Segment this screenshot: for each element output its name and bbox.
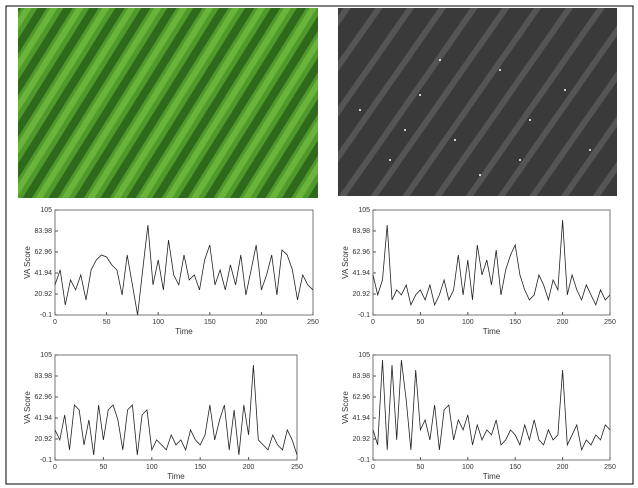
x-tick-label: 150 (509, 464, 521, 471)
y-axis-label: VA Score (23, 391, 32, 424)
x-tick-label: 250 (307, 319, 319, 326)
x-tick-label: 250 (604, 464, 616, 471)
y-tick-label: 20.92 (352, 291, 370, 298)
x-tick-label: 150 (509, 319, 521, 326)
x-tick-label: 0 (371, 464, 375, 471)
y-tick-label: -0.1 (40, 457, 52, 464)
charts: -0.1 20.92 41.94 62.96 83.98 105 0 50 100 150 200 2… (23, 207, 616, 481)
y-axis-label: VA Score (341, 391, 350, 424)
x-tick-label: 250 (604, 319, 616, 326)
plot-frame (372, 209, 611, 316)
y-tick-label: -0.1 (358, 312, 370, 319)
x-tick-label: 200 (557, 464, 569, 471)
y-tick-label: 20.92 (34, 291, 52, 298)
data-line (54, 364, 298, 456)
y-tick-label: 83.98 (34, 373, 52, 380)
x-axis-label: Time (175, 327, 193, 336)
y-tick-label: 105 (40, 207, 52, 214)
y-tick-label: 105 (40, 352, 52, 359)
y-axis-label: VA Score (23, 246, 32, 279)
y-tick-label: 20.92 (34, 436, 52, 443)
x-tick-label: 0 (53, 464, 57, 471)
x-tick-label: 50 (103, 319, 111, 326)
y-axis-label: VA Score (341, 246, 350, 279)
y-tick-label: 41.94 (352, 415, 370, 422)
thermal-photo (338, 8, 617, 196)
x-axis-label: Time (483, 327, 501, 336)
y-tick-label: -0.1 (358, 457, 370, 464)
plot-frame (54, 354, 298, 461)
x-tick-label: 50 (417, 464, 425, 471)
x-tick-label: 150 (204, 319, 216, 326)
x-tick-label: 100 (152, 319, 164, 326)
x-tick-label: 0 (371, 319, 375, 326)
x-tick-label: 200 (557, 319, 569, 326)
x-tick-label: 200 (243, 464, 255, 471)
x-tick-label: 0 (53, 319, 57, 326)
y-tick-label: 62.96 (34, 249, 52, 256)
x-tick-label: 50 (100, 464, 108, 471)
y-tick-label: 20.92 (352, 436, 370, 443)
data-line (372, 359, 611, 452)
y-tick-label: 62.96 (34, 394, 52, 401)
x-axis-label: Time (167, 472, 185, 481)
y-tick-label: 105 (358, 352, 370, 359)
y-tick-label: 62.96 (352, 249, 370, 256)
y-tick-label: 41.94 (34, 415, 52, 422)
y-tick-label: -0.1 (40, 312, 52, 319)
x-axis-label: Time (483, 472, 501, 481)
y-tick-label: 83.98 (34, 228, 52, 235)
y-tick-label: 105 (358, 207, 370, 214)
y-tick-label: 83.98 (352, 228, 370, 235)
frame (5, 5, 634, 485)
x-tick-label: 150 (194, 464, 206, 471)
y-tick-label: 62.96 (352, 394, 370, 401)
thermal-dots (359, 59, 591, 176)
data-line (54, 224, 314, 316)
field-photo (18, 8, 318, 198)
x-tick-label: 100 (146, 464, 158, 471)
x-tick-label: 50 (417, 319, 425, 326)
x-tick-label: 100 (462, 319, 474, 326)
plot-frame (54, 209, 314, 316)
x-tick-label: 100 (462, 464, 474, 471)
plot-frame (372, 354, 611, 461)
x-tick-label: 200 (256, 319, 268, 326)
data-line (372, 219, 611, 307)
y-tick-label: 41.94 (34, 270, 52, 277)
y-tick-label: 41.94 (352, 270, 370, 277)
x-tick-label: 250 (291, 464, 303, 471)
y-tick-label: 83.98 (352, 373, 370, 380)
